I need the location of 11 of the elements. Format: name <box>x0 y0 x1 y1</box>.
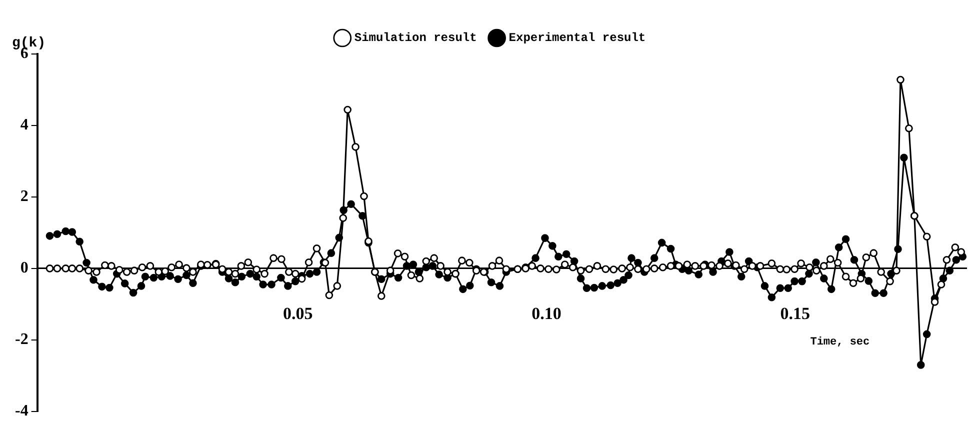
y-tick-label: -2 <box>15 331 28 348</box>
legend-label: Simulation result <box>354 31 477 46</box>
y-tick-label: 4 <box>20 116 28 134</box>
y-tick-label: -4 <box>15 402 28 420</box>
x-tick-label: 0.15 <box>780 304 810 324</box>
x-tick-label: 0.10 <box>532 304 562 324</box>
y-tick-label: 2 <box>20 188 28 206</box>
x-axis-title: Time, sec <box>810 336 870 349</box>
legend-label: Experimental result <box>508 31 646 46</box>
y-tick-label: 0 <box>20 260 28 277</box>
x-tick-label: 0.05 <box>282 304 313 324</box>
